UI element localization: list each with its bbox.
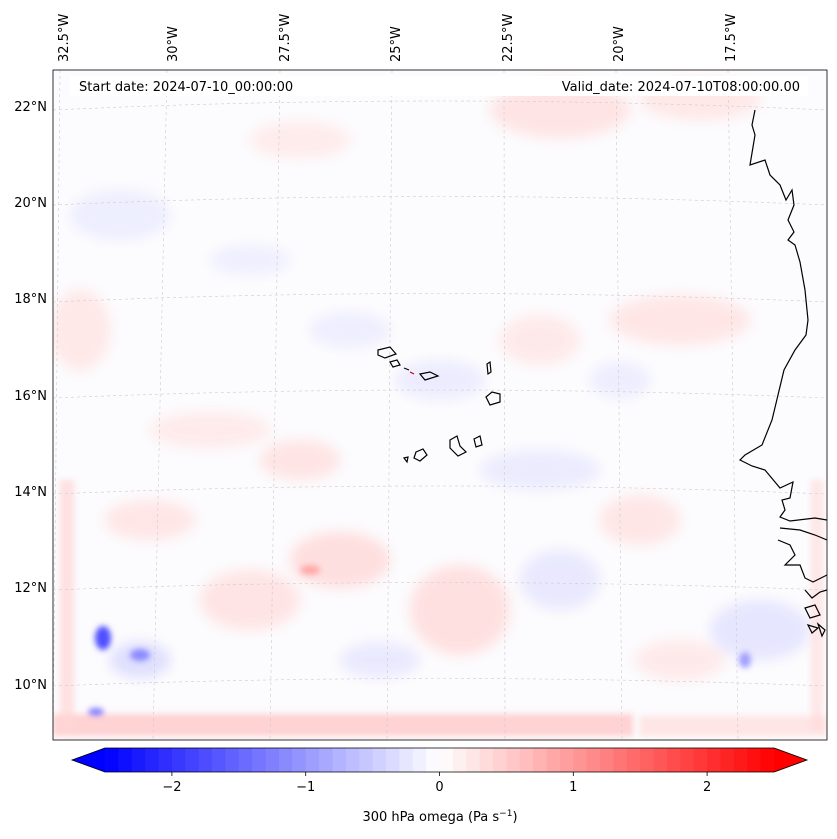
colorbar-swatch	[345, 748, 360, 772]
lat-label: 14°N	[14, 485, 47, 500]
colorbar-swatch	[452, 748, 467, 772]
lat-label: 16°N	[14, 389, 47, 404]
colorbar-swatch	[693, 748, 708, 772]
colorbar-swatch	[760, 748, 775, 772]
colorbar-swatch	[640, 748, 655, 772]
colorbar-tick-label: −2	[162, 780, 181, 795]
colorbar-extend-min	[72, 748, 105, 772]
colorbar-swatch	[653, 748, 668, 772]
colorbar-tick-label: 2	[703, 780, 711, 795]
valid-date-label: Valid_date: 2024-07-10T08:00:00.00	[562, 80, 800, 95]
map-frame	[52, 69, 828, 741]
graticule	[53, 70, 827, 740]
lon-label: 30°W	[166, 26, 181, 62]
lon-label: 20°W	[612, 26, 627, 62]
colorbar-swatch	[466, 748, 481, 772]
colorbar: −2 −1 0 1 2 300 hPa omega (Pa s−1)	[70, 747, 809, 825]
colorbar-swatch	[385, 748, 400, 772]
colorbar-swatch	[559, 748, 574, 772]
lon-label: 17.5°W	[724, 14, 739, 62]
colorbar-swatch	[747, 748, 762, 772]
colorbar-swatch	[399, 748, 414, 772]
lon-label: 22.5°W	[501, 14, 516, 62]
colorbar-swatch	[707, 748, 721, 772]
colorbar-tick-label: −1	[296, 780, 315, 795]
colorbar-tick-label: 0	[435, 780, 443, 795]
colorbar-swatch	[145, 748, 160, 772]
colorbar-swatch	[118, 748, 133, 772]
colorbar-label: 300 hPa omega (Pa s−1)	[362, 809, 517, 825]
colorbar-swatch	[666, 748, 681, 772]
cape-verde-islands	[377, 346, 501, 464]
colorbar-swatch	[720, 748, 735, 772]
colorbar-extend-max	[774, 748, 807, 772]
colorbar-swatch	[493, 748, 507, 772]
colorbar-swatch	[506, 748, 521, 772]
colorbar-swatch	[519, 748, 534, 772]
colorbar-outline	[70, 747, 809, 773]
colorbar-swatch	[372, 748, 387, 772]
longitude-labels: 32.5°W 30°W 27.5°W 25°W 22.5°W 20°W 17.5…	[57, 14, 739, 62]
colorbar-swatch	[426, 748, 440, 772]
colorbar-swatch	[238, 748, 253, 772]
colorbar-swatch	[479, 748, 494, 772]
lon-label: 25°W	[389, 26, 404, 62]
colorbar-swatch	[185, 748, 200, 772]
lat-label: 12°N	[14, 581, 47, 596]
colorbar-swatch	[105, 748, 119, 772]
colorbar-swatch	[439, 748, 454, 772]
colorbar-swatch	[613, 748, 628, 772]
colorbar-swatch	[412, 748, 427, 772]
lat-label: 20°N	[14, 196, 47, 211]
colorbar-swatch	[332, 748, 347, 772]
coastline	[738, 109, 827, 638]
colorbar-swatch	[171, 748, 186, 772]
colorbar-swatch	[305, 748, 320, 772]
colorbar-tick-label: 1	[569, 780, 577, 795]
colorbar-ticks: −2 −1 0 1 2	[162, 772, 711, 795]
colorbar-swatches	[105, 748, 775, 772]
start-date-label: Start date: 2024-07-10_00:00:00	[79, 80, 293, 95]
colorbar-swatch	[158, 748, 173, 772]
colorbar-swatch	[265, 748, 280, 772]
colorbar-swatch	[131, 748, 146, 772]
colorbar-swatch	[626, 748, 641, 772]
latitude-labels: 22°N 20°N 18°N 16°N 14°N 12°N 10°N	[14, 100, 47, 693]
colorbar-swatch	[225, 748, 240, 772]
lat-label: 22°N	[14, 100, 47, 115]
colorbar-swatch	[278, 748, 293, 772]
lat-label: 10°N	[14, 678, 47, 693]
lon-label: 32.5°W	[57, 14, 72, 62]
colorbar-swatch	[680, 748, 695, 772]
colorbar-swatch	[198, 748, 213, 772]
lon-label: 27.5°W	[278, 14, 293, 62]
colorbar-swatch	[359, 748, 374, 772]
colorbar-swatch	[546, 748, 561, 772]
colorbar-swatch	[573, 748, 588, 772]
colorbar-swatch	[600, 748, 614, 772]
colorbar-swatch	[252, 748, 267, 772]
colorbar-swatch	[212, 748, 226, 772]
colorbar-swatch	[586, 748, 601, 772]
date-info-box	[70, 76, 808, 96]
lat-label: 18°N	[14, 292, 47, 307]
colorbar-swatch	[733, 748, 748, 772]
colorbar-swatch	[319, 748, 333, 772]
colorbar-swatch	[292, 748, 307, 772]
colorbar-swatch	[533, 748, 548, 772]
